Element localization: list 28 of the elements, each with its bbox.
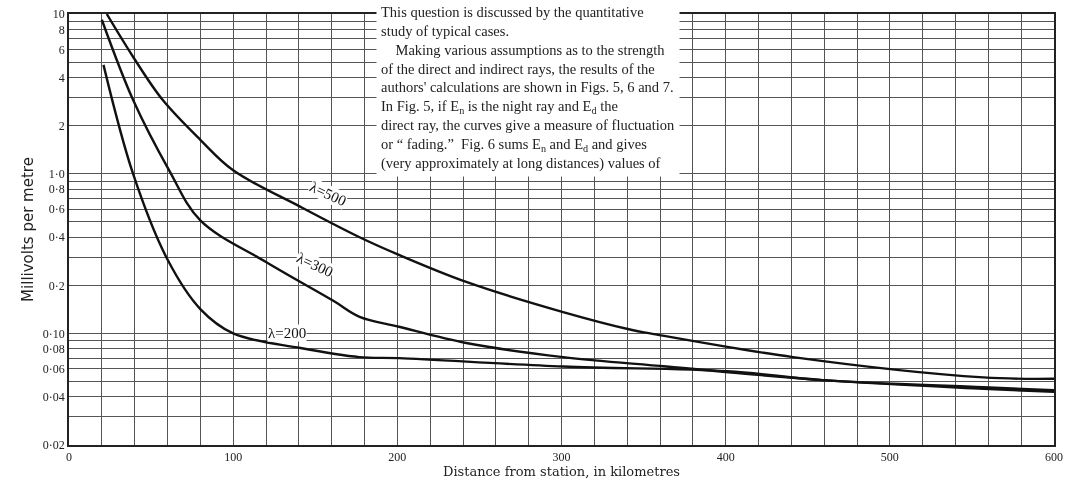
x-tick-label: 400 (716, 450, 735, 465)
y-tick-label: 0·08 (42, 342, 65, 357)
y-tick-label: 10 (52, 7, 65, 22)
y-tick-label: 6 (58, 42, 65, 57)
y-tick-label: 0·10 (42, 326, 65, 341)
y-axis-title: Millivolts per metre (18, 157, 37, 302)
y-tick-label: 4 (58, 70, 65, 85)
y-tick-label: 8 (58, 22, 65, 37)
y-tick-label: 0·6 (48, 202, 65, 217)
x-tick-label: 500 (880, 450, 899, 465)
y-tick-label: 0·8 (48, 182, 65, 197)
x-axis-title: Distance from station, in kilometres (442, 464, 681, 480)
x-tick-label: 600 (1045, 450, 1063, 465)
annotation: λ=200 (268, 325, 307, 341)
y-tick-label: 0·04 (42, 390, 65, 405)
x-tick-label: 0 (66, 450, 72, 465)
y-tick-label: 1·0 (48, 166, 65, 181)
y-tick-label: 0·4 (48, 230, 65, 245)
y-tick-label: 0·02 (42, 438, 65, 453)
y-tick-label: 2 (58, 118, 65, 133)
text: This question is discussed by the quantitative study of typical cases. Making various assumptions as to the strength of the direct and indirect rays, the results of the authors' calculations are shown in Figs. 5, 6 and 7. In Fig. 5, if E$_{n}$ is the night ray and E$_{d}$ the direct ray, the curves give a measure of fluctuation or “ fading.” Fig. 6 sums E$_{n}$ and E$_{d}$ and gives (very approximately at long distances) values of (381, 4, 675, 171)
y-tick-label: 0·06 (42, 362, 65, 377)
x-tick-label: 300 (552, 450, 571, 465)
y-tick-label: 0·2 (48, 278, 65, 293)
x-tick-label: 100 (224, 450, 243, 465)
x-tick-label: 200 (388, 450, 407, 465)
annotation: λ=500 (307, 178, 349, 210)
annotation: λ=300 (294, 249, 336, 281)
